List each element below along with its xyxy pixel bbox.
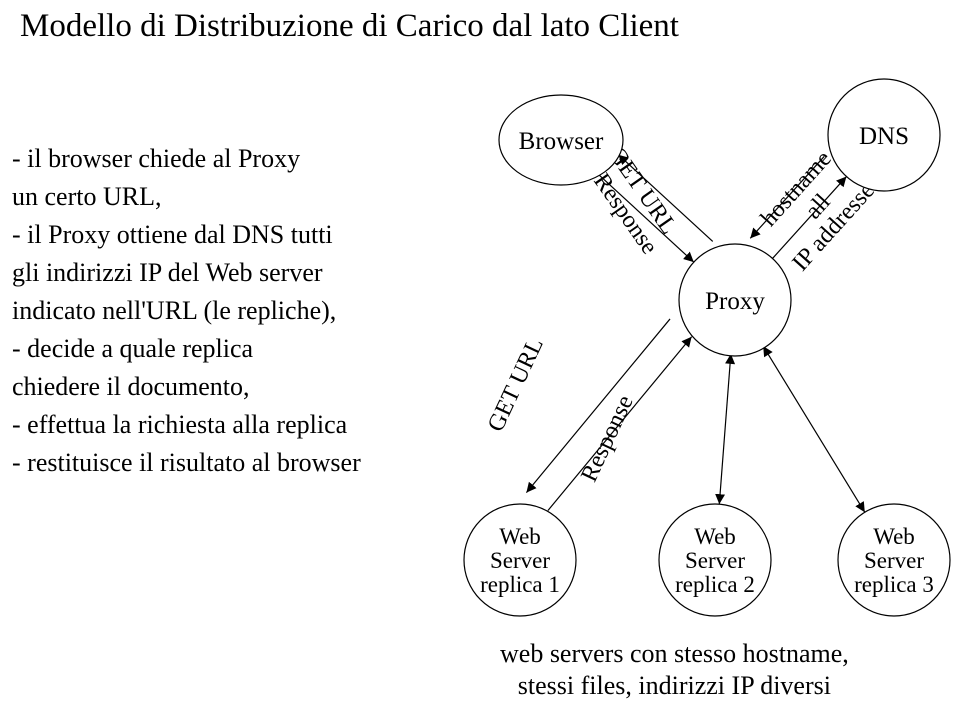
bullet-list: - il browser chiede al Proxy un certo UR… (12, 140, 361, 482)
node-label-ws3: replica 3 (854, 572, 934, 597)
edge-label: Response (576, 391, 638, 485)
edges: GET URLResponsehostnameallIP addressesGE… (483, 142, 886, 512)
node-label-ws2: Server (685, 548, 745, 573)
svg-text:Response: Response (576, 391, 638, 485)
svg-text:GET URL: GET URL (483, 334, 549, 436)
node-label-ws3: Server (864, 548, 924, 573)
node-label-ws2: Web (694, 524, 736, 549)
node-label-ws2: replica 2 (675, 572, 755, 597)
node-label-ws1: Server (490, 548, 550, 573)
edge-proxy-ws2 (719, 356, 730, 504)
node-label-ws1: replica 1 (480, 572, 560, 597)
footer-caption: web servers con stesso hostname, stessi … (500, 638, 849, 702)
node-label-dns: DNS (859, 123, 909, 150)
edge-label: GET URL (483, 334, 549, 436)
node-label-ws1: Web (499, 524, 541, 549)
slide-title: Modello di Distribuzione di Carico dal l… (20, 8, 679, 45)
node-label-browser: Browser (519, 128, 604, 155)
node-label-ws3: Web (873, 524, 915, 549)
edge-proxy-ws3 (764, 348, 865, 512)
node-label-proxy: Proxy (705, 288, 765, 315)
